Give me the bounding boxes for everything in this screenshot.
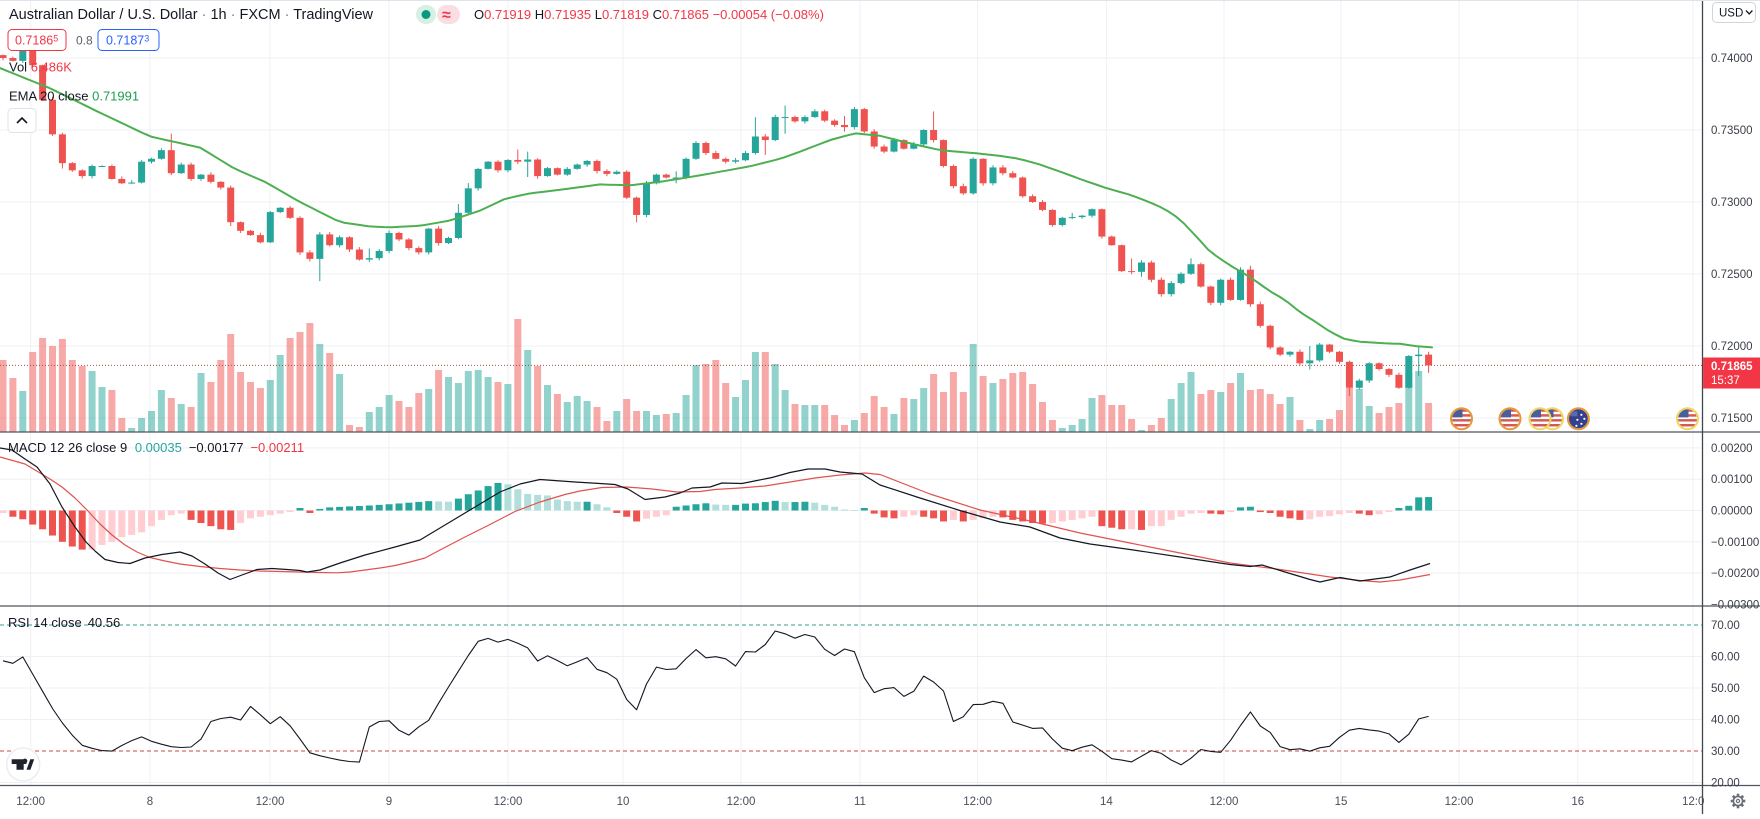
svg-text:0.74000: 0.74000 <box>1711 53 1753 65</box>
svg-text:≈: ≈ <box>442 7 451 24</box>
svg-text:MACD 12 26 close 9 0.00035−0.0: MACD 12 26 close 9 0.00035 −0.00177 −0.002… <box>8 440 304 455</box>
svg-text:15:37: 15:37 <box>1711 375 1740 387</box>
svg-text:40.00: 40.00 <box>1711 715 1740 727</box>
svg-text:14: 14 <box>1100 796 1113 808</box>
svg-text:0.72000: 0.72000 <box>1711 341 1753 353</box>
svg-text:9: 9 <box>386 796 392 808</box>
svg-text:0.8: 0.8 <box>76 34 93 48</box>
svg-text:12:00: 12:00 <box>963 796 992 808</box>
svg-text:Australian Dollar / U.S. Dolla: Australian Dollar / U.S. Dollar · 1h · F… <box>9 7 374 23</box>
svg-text:0.72500: 0.72500 <box>1711 269 1753 281</box>
svg-text:50.00: 50.00 <box>1711 683 1740 695</box>
svg-text:0.71500: 0.71500 <box>1711 413 1753 425</box>
svg-text:16: 16 <box>1571 796 1584 808</box>
svg-text:−0.00300: −0.00300 <box>1711 599 1759 611</box>
svg-text:0.71865: 0.71865 <box>1711 361 1753 373</box>
svg-text:−0.00100: −0.00100 <box>1711 537 1759 549</box>
svg-text:USD: USD <box>1719 8 1743 20</box>
svg-text:12:00: 12:00 <box>727 796 756 808</box>
svg-text:O0.71919 H0.71935 L0.71819: O0.71919 H0.71935 L0.71819 C0.71865 −0.0… <box>474 7 824 22</box>
svg-text:EMA 20 close 0.71991: EMA 20 close 0.71991 <box>9 89 139 104</box>
svg-text:12:00: 12:00 <box>1210 796 1239 808</box>
svg-text:12:0: 12:0 <box>1682 796 1704 808</box>
svg-text:10: 10 <box>617 796 630 808</box>
svg-text:30.00: 30.00 <box>1711 746 1740 758</box>
svg-text:0.73500: 0.73500 <box>1711 125 1753 137</box>
svg-text:−0.00200: −0.00200 <box>1711 568 1759 580</box>
svg-text:15: 15 <box>1335 796 1348 808</box>
svg-text:12:00: 12:00 <box>1445 796 1474 808</box>
svg-text:0.00100: 0.00100 <box>1711 474 1753 486</box>
svg-text:60.00: 60.00 <box>1711 652 1740 664</box>
svg-text:12:00: 12:00 <box>494 796 523 808</box>
svg-text:0.73000: 0.73000 <box>1711 197 1753 209</box>
svg-text:0.71865: 0.71865 <box>15 34 58 48</box>
svg-text:8: 8 <box>147 796 153 808</box>
svg-text:70.00: 70.00 <box>1711 620 1740 632</box>
svg-text:0.00000: 0.00000 <box>1711 506 1753 518</box>
svg-text:12:00: 12:00 <box>16 796 45 808</box>
svg-text:20.00: 20.00 <box>1711 778 1740 790</box>
svg-text:11: 11 <box>854 796 866 808</box>
svg-text:12:00: 12:00 <box>256 796 285 808</box>
svg-text:0.71873: 0.71873 <box>106 34 149 48</box>
svg-text:Vol 6.486K: Vol 6.486K <box>9 60 72 75</box>
svg-text:0.00200: 0.00200 <box>1711 443 1753 455</box>
